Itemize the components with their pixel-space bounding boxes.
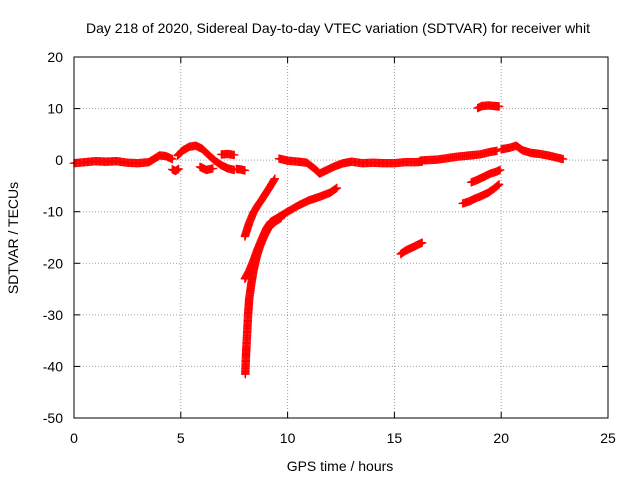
data-point: [417, 238, 427, 247]
y-axis-label: SDTVAR / TECUs: [5, 182, 21, 294]
x-tick-label: 10: [280, 430, 296, 446]
series-arc-4: [195, 162, 218, 175]
data-point: [494, 102, 504, 111]
axes: 0 5 10 15 20 25 -50 -40 -30 -20 -10 0 10 20: [43, 49, 616, 446]
data-point: [276, 213, 286, 223]
data-point: [208, 164, 218, 173]
y-tick-label: 0: [55, 152, 63, 168]
x-tick-label: 25: [600, 430, 616, 446]
x-axis-label: GPS time / hours: [287, 458, 394, 474]
series-arc-13: [458, 180, 504, 208]
data-point: [558, 154, 568, 164]
data-point: [493, 181, 503, 190]
y-tick-label: -50: [43, 410, 63, 426]
data-point: [168, 154, 177, 164]
y-tick-label: 20: [47, 49, 63, 65]
series-arc-11: [396, 238, 427, 259]
series-arc-16: [497, 141, 568, 164]
x-tick-label: 5: [177, 430, 185, 446]
series-arc-5: [217, 149, 239, 160]
data-point: [269, 175, 279, 185]
grid-lines: [74, 57, 608, 418]
data-point: [174, 164, 183, 174]
series-arc-14: [467, 165, 505, 187]
y-tick-label: -10: [43, 204, 63, 220]
data-point: [332, 183, 341, 193]
data-point: [230, 150, 239, 160]
y-tick-label: -40: [43, 358, 63, 374]
data-point: [495, 165, 505, 175]
data-point: [331, 184, 340, 193]
series-arc-6: [232, 164, 250, 175]
series-arc-12: [415, 146, 502, 165]
x-tick-label: 0: [70, 430, 78, 446]
y-tick-label: -30: [43, 307, 63, 323]
x-tick-label: 20: [493, 430, 509, 446]
data-point: [492, 146, 502, 156]
data-points: [69, 101, 568, 379]
data-point: [240, 166, 250, 175]
plot-frame: [73, 56, 609, 419]
series-arc-2: [168, 164, 183, 176]
x-tick-label: 15: [387, 430, 403, 446]
data-point: [270, 174, 279, 183]
data-point: [494, 180, 504, 189]
y-tick-label: -20: [43, 255, 63, 271]
series-arc-7: [240, 174, 279, 241]
series-arc-15: [473, 101, 504, 113]
series-arc-3: [173, 141, 239, 175]
series-arc-9: [241, 213, 286, 379]
chart-title: Day 218 of 2020, Sidereal Day-to-day VTE…: [86, 20, 590, 36]
y-tick-label: 10: [47, 101, 63, 117]
series-arc-10: [274, 154, 427, 178]
series-arc-1: [69, 151, 177, 168]
